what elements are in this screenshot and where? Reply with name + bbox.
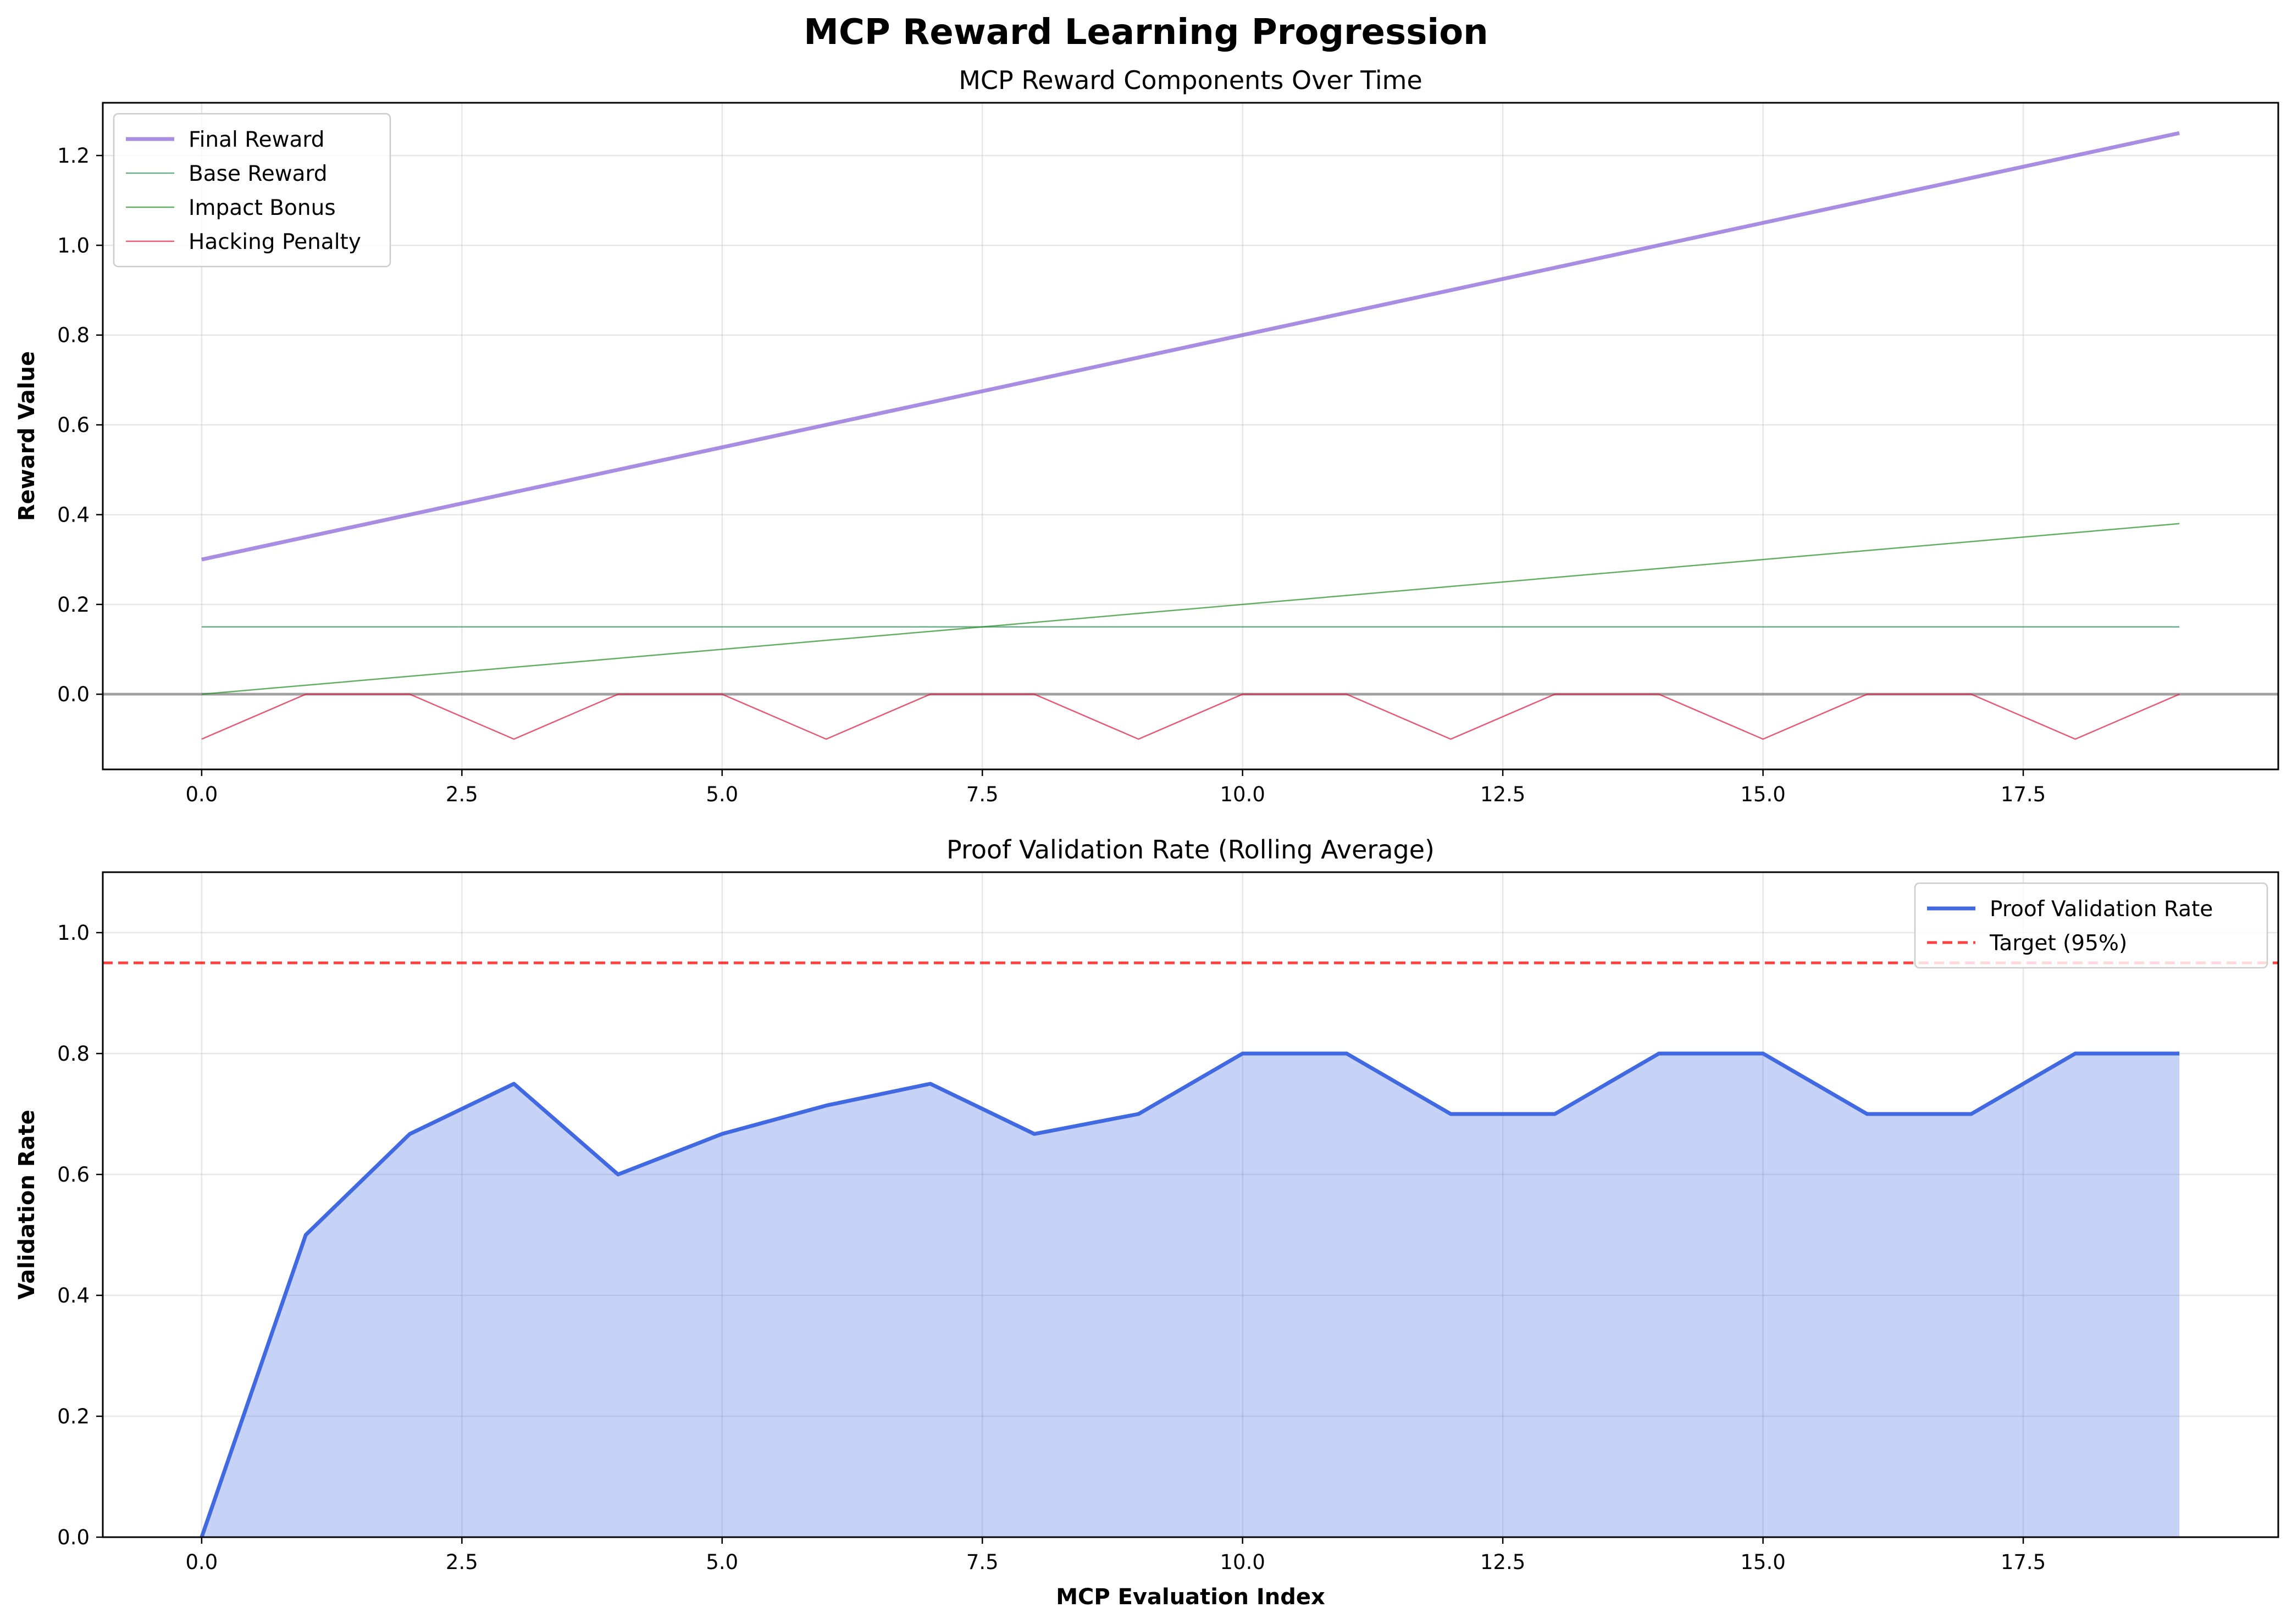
x-tick-label: 5.0 — [706, 783, 738, 806]
x-tick-label: 12.5 — [1480, 783, 1525, 806]
legend-label-hacking-penalty: Hacking Penalty — [189, 230, 361, 254]
plot-marks — [103, 131, 2278, 740]
y-tick-label: 1.0 — [57, 234, 90, 257]
x-tick-label: 10.0 — [1220, 1550, 1265, 1574]
reward-components-chart: 0.0 2.5 5.0 7.5 10.0 12.5 15.0 17.5 0.0 0.2 0.4 0.6… — [14, 65, 2279, 806]
y-axis-label: Reward Value — [14, 351, 40, 521]
x-tick-label: 2.5 — [446, 783, 478, 806]
series-line-final-reward — [201, 131, 2180, 562]
x-tick-label: 17.5 — [2001, 783, 2046, 806]
validation-rate-chart: 0.0 2.5 5.0 7.5 10.0 12.5 15.0 17.5 0.0 0.2 0.4 0.6… — [14, 835, 2279, 1610]
ticks: 0.0 2.5 5.0 7.5 10.0 12.5 15.0 17.5 0.0 0.2 0.4 0.6… — [57, 921, 2046, 1574]
legend-box — [113, 113, 391, 268]
y-tick-label: 1.2 — [57, 144, 90, 168]
axes-frame — [102, 871, 2279, 1538]
plot-area — [103, 961, 2278, 1537]
area-fill-proof-validation-rate — [201, 1054, 2180, 1537]
y-tick-label: 0.8 — [57, 324, 90, 347]
x-tick-label: 7.5 — [966, 783, 999, 806]
x-tick-label: 12.5 — [1480, 1550, 1525, 1574]
chart-title: Proof Validation Rate (Rolling Average) — [946, 835, 1435, 864]
figure-title: MCP Reward Learning Progression — [804, 12, 1488, 53]
chart-title: MCP Reward Components Over Time — [959, 65, 1422, 95]
x-tick-label: 15.0 — [1740, 1550, 1785, 1574]
x-tick-label: 10.0 — [1220, 783, 1265, 806]
y-tick-label: 1.0 — [57, 921, 90, 945]
series-line-hacking-penalty — [201, 693, 2180, 740]
legend-label-target-95: Target (95%) — [1989, 931, 2127, 956]
legend-label-final-reward: Final Reward — [189, 128, 325, 152]
legend-label-proof-validation-rate: Proof Validation Rate — [1990, 897, 2213, 922]
y-axis-label: Validation Rate — [14, 1110, 40, 1300]
x-tick-label: 5.0 — [706, 1550, 738, 1574]
x-tick-label: 17.5 — [2001, 1550, 2046, 1574]
y-tick-label: 0.2 — [57, 1405, 90, 1428]
legend-label-impact-bonus: Impact Bonus — [189, 196, 336, 220]
y-tick-label: 0.8 — [57, 1042, 90, 1066]
x-tick-label: 15.0 — [1740, 783, 1785, 806]
y-tick-label: 0.4 — [57, 503, 90, 526]
plot-area — [103, 131, 2278, 740]
axes-frame — [102, 102, 2279, 771]
y-tick-label: 0.0 — [57, 1526, 90, 1549]
x-axis-label: MCP Evaluation Index — [1056, 1584, 1325, 1610]
y-tick-label: 0.6 — [57, 1163, 90, 1187]
plot-marks — [103, 961, 2278, 1537]
series-line-impact-bonus — [201, 523, 2180, 695]
legend: Final Reward Base Reward Impact Bonus Hacki… — [113, 113, 391, 268]
y-tick-label: 0.2 — [57, 593, 90, 617]
x-tick-label: 0.0 — [185, 783, 218, 806]
y-tick-label: 0.0 — [57, 683, 90, 706]
y-tick-label: 0.4 — [57, 1284, 90, 1307]
x-tick-label: 2.5 — [446, 1550, 478, 1574]
legend-label-base-reward: Base Reward — [189, 162, 328, 186]
legend: Proof Validation Rate Target (95%) — [1914, 882, 2268, 969]
x-tick-label: 0.0 — [185, 1550, 218, 1574]
ticks: 0.0 2.5 5.0 7.5 10.0 12.5 15.0 17.5 0.0 0.2 0.4 0.6… — [57, 144, 2046, 806]
legend-box — [1914, 882, 2268, 969]
y-tick-label: 0.6 — [57, 413, 90, 437]
x-tick-label: 7.5 — [966, 1550, 999, 1574]
series-line-proof-validation-rate — [200, 1051, 2180, 1537]
